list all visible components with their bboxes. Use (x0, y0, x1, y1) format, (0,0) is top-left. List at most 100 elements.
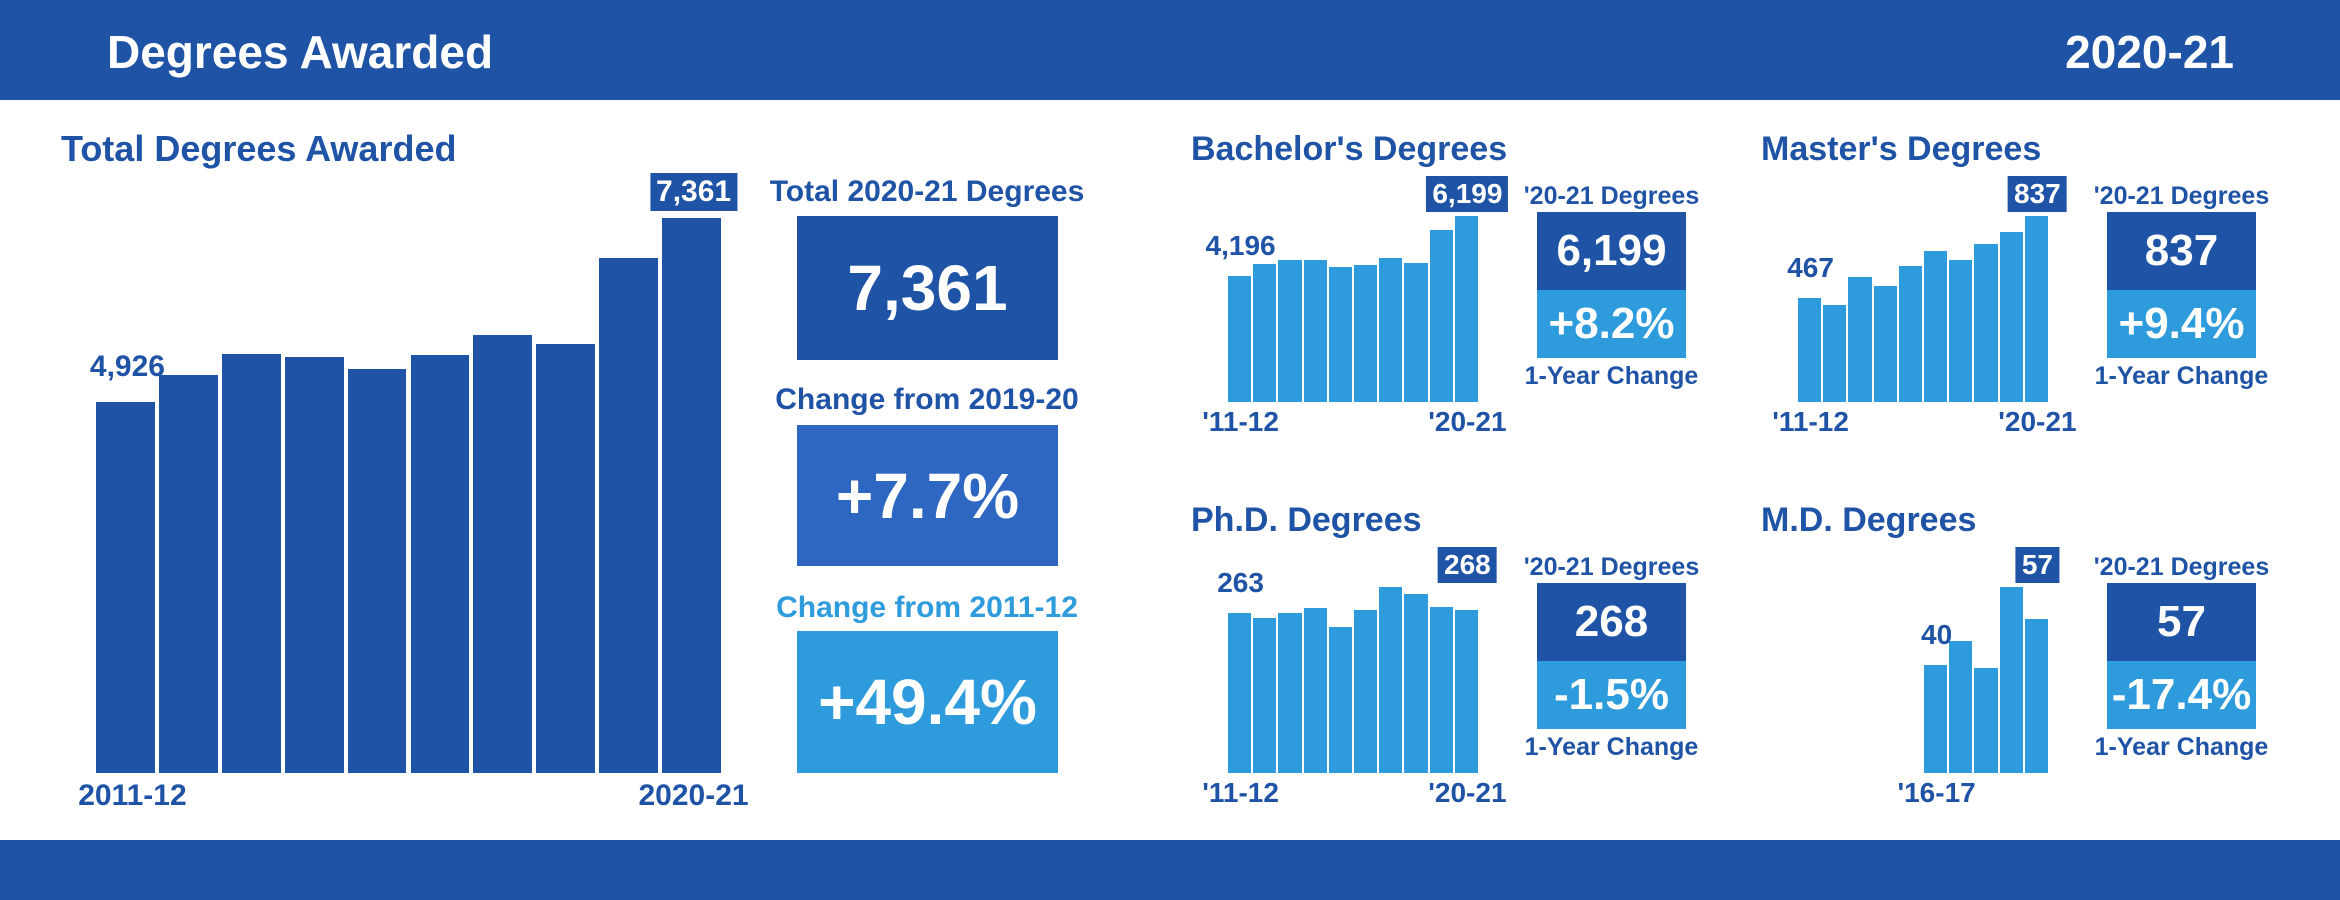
panel-title: Bachelor's Degrees (1191, 130, 1508, 168)
md-panel: M.D. Degrees 40 57'16-17'20-21 Degrees 57 -1… (1761, 501, 2281, 821)
degrees-label: '20-21 Degrees (1523, 553, 1700, 581)
bar-2020-21 (1454, 216, 1478, 402)
bar-2020-21 (2024, 216, 2048, 402)
bar-2012-13 (1253, 618, 1277, 773)
bar-2020-21 (2024, 619, 2048, 773)
bar-2013-14 (1278, 612, 1302, 773)
panel-bars (1761, 130, 2050, 402)
bar-2012-13 (158, 374, 218, 773)
bar-2018-19 (1974, 667, 1998, 773)
stat-change-box: +9.4% (2107, 290, 2256, 358)
stat-value-box: 6,199 (1537, 212, 1686, 290)
bar-2011-12 (1228, 276, 1252, 402)
stat-value-box: 57 (2107, 583, 2256, 661)
change-label: 1-Year Change (1524, 362, 1699, 390)
first-value-label: 467 (1787, 252, 1834, 284)
bar-2015-16 (1328, 267, 1352, 402)
bar-2014-15 (1873, 285, 1897, 402)
bar-2017-18 (1949, 260, 1973, 402)
bar-2017-18 (1379, 258, 1403, 402)
bar-2017-18 (1949, 640, 1973, 773)
total-degrees-chart: 4,926 7,361 2011-12 2020-21 (78, 173, 749, 812)
total-value-box: 7,361 (797, 216, 1058, 360)
bar-2019-20 (1999, 232, 2023, 402)
bar-2013-14 (1848, 277, 1872, 402)
last-value-label: 7,361 (650, 173, 738, 211)
stat-change-box: -1.5% (1537, 661, 1686, 729)
panel-title: Ph.D. Degrees (1191, 501, 1422, 539)
first-value-label: 4,926 (89, 349, 165, 383)
total-chart-title: Total Degrees Awarded (61, 128, 457, 169)
bar-2015-16 (347, 368, 407, 773)
panel-title: M.D. Degrees (1761, 501, 1977, 539)
bar-2020-21 (1454, 609, 1478, 773)
bachelors-panel: Bachelor's Degrees 4,196 6,199 '11-12 '20-21… (1191, 130, 1711, 450)
change-label: 1-Year Change (2094, 733, 2269, 761)
stat-change-box: +8.2% (1537, 290, 1686, 358)
bar-2016-17 (410, 354, 470, 773)
page-title: Degrees Awarded (107, 26, 494, 78)
x-label-first: '16-17 (1897, 777, 1976, 808)
degrees-label: '20-21 Degrees (2093, 182, 2270, 210)
change-10yr-label: Change from 2011-12 (776, 591, 1078, 624)
bar-2019-20 (1429, 230, 1453, 402)
first-value-label: 40 (1921, 619, 1953, 651)
bar-2016-17 (1924, 250, 1948, 402)
bar-2014-15 (1303, 259, 1327, 402)
first-value-label: 263 (1217, 566, 1264, 598)
bar-2018-19 (1404, 263, 1428, 402)
bar-2016-17 (1354, 609, 1378, 773)
first-value-label: 4,196 (1205, 230, 1276, 262)
x-label-first: '11-12 (1202, 777, 1279, 808)
stat-value-box: 837 (2107, 212, 2256, 290)
bar-2013-14 (1278, 259, 1302, 402)
last-value-label: 268 (1438, 547, 1497, 583)
bar-2016-17 (1354, 265, 1378, 402)
stat-change-box: -17.4% (2107, 661, 2256, 729)
x-label-last: '20-21 (1998, 406, 2077, 437)
bar-2011-12 (96, 401, 155, 773)
last-value-label: 57 (2015, 547, 2059, 583)
bar-2018-19 (1404, 594, 1428, 773)
bar-2015-16 (1898, 266, 1922, 402)
bar-2019-20 (599, 257, 659, 773)
footer-bar (0, 840, 2340, 900)
total-label: Total 2020-21 Degrees (769, 175, 1085, 208)
bar-2019-20 (1429, 607, 1453, 773)
x-label-last: '20-21 (1428, 406, 1507, 437)
stat-value-box: 268 (1537, 583, 1686, 661)
phd-panel: Ph.D. Degrees 263 268 '11-12 '20-21 '20-21 De… (1191, 501, 1711, 821)
panel-title: Master's Degrees (1761, 130, 2042, 168)
bar-2014-15 (284, 357, 344, 773)
change-1yr-box: +7.7% (797, 425, 1058, 566)
panel-bars (1761, 501, 2050, 773)
x-label-last: 2020-21 (638, 779, 749, 812)
bar-2015-16 (1328, 627, 1352, 773)
degrees-label: '20-21 Degrees (1523, 182, 1700, 210)
change-label: 1-Year Change (1524, 733, 1699, 761)
panel-bars (1191, 130, 1480, 402)
x-label-first: '11-12 (1202, 406, 1279, 437)
bar-2017-18 (473, 334, 533, 773)
change-label: 1-Year Change (2094, 362, 2269, 390)
change-10yr-box: +49.4% (797, 631, 1058, 773)
bar-2011-12 (1798, 298, 1822, 402)
bar-2020-21 (662, 218, 721, 773)
bar-2012-13 (1253, 264, 1277, 402)
bar-2017-18 (1379, 587, 1403, 773)
bar-2018-19 (536, 343, 596, 773)
bar-2018-19 (1974, 244, 1998, 402)
last-value-label: 6,199 (1426, 176, 1509, 212)
change-1yr-label: Change from 2019-20 (775, 383, 1079, 416)
x-label-last: '20-21 (1428, 777, 1507, 808)
degrees-label: '20-21 Degrees (2093, 553, 2270, 581)
year-label: 2020-21 (2065, 26, 2234, 78)
bar-2013-14 (221, 353, 281, 773)
bar-2011-12 (1228, 612, 1252, 773)
bar-2019-20 (1999, 587, 2023, 773)
bar-2016-17 (1924, 665, 1948, 773)
last-value-label: 837 (2008, 176, 2067, 212)
panel-bars (1191, 501, 1480, 773)
bar-2012-13 (1823, 304, 1847, 402)
x-label-first: 2011-12 (78, 779, 187, 812)
